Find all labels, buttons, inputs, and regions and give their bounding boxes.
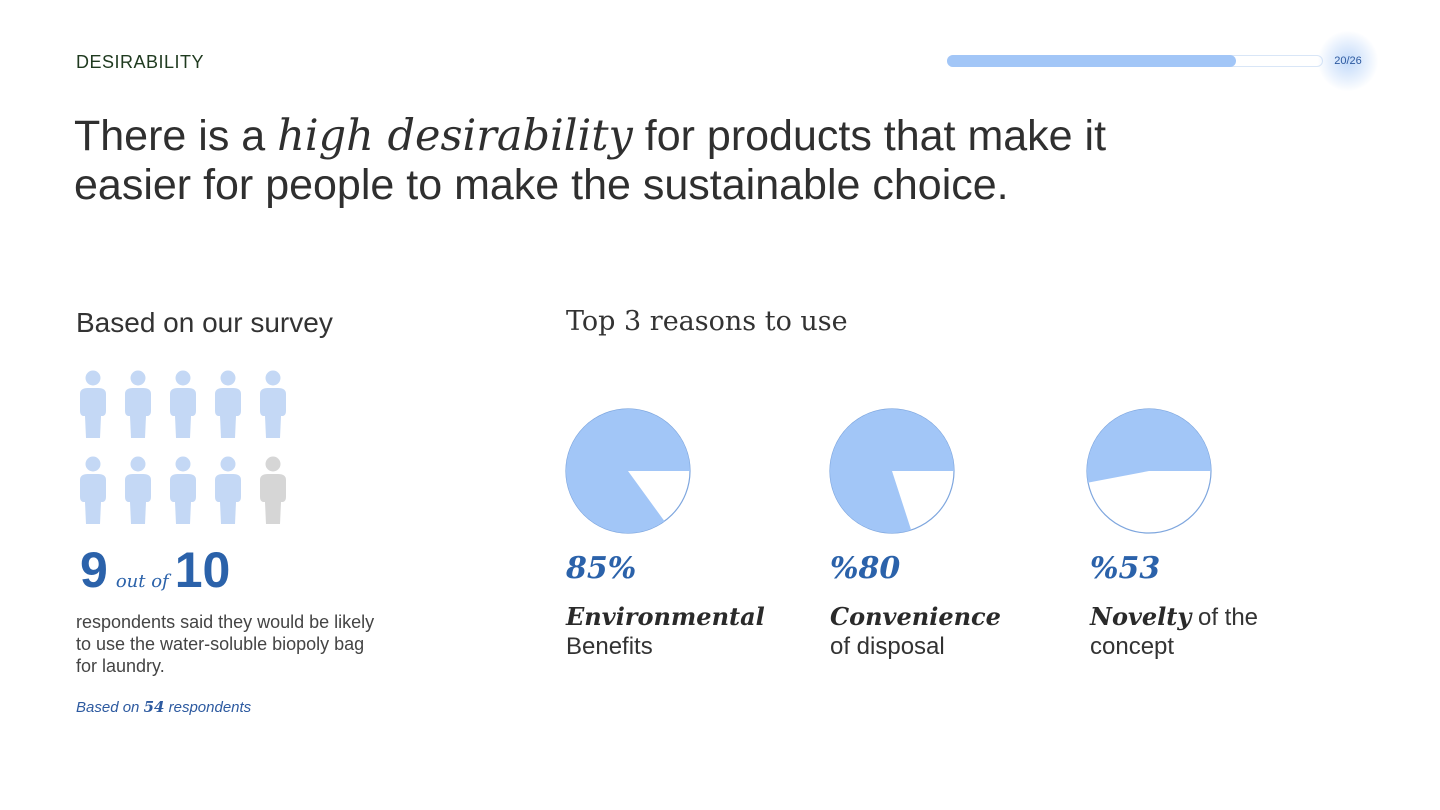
progress-fill [947, 55, 1237, 67]
person-head [85, 456, 101, 472]
reason-percent: %80 [830, 551, 901, 586]
person-head [175, 370, 191, 386]
section-label: DESIRABILITY [76, 52, 205, 72]
person-icon-positive [80, 456, 106, 524]
person-body [215, 388, 241, 438]
reason-percent: %53 [1090, 551, 1161, 586]
person-body [80, 388, 106, 438]
person-body [170, 474, 196, 524]
person-head [220, 370, 236, 386]
person-body [80, 474, 106, 524]
people-icon-grid [76, 370, 296, 526]
reason-environmental: 85% Environmental Benefits [566, 550, 806, 661]
headline-emphasis: high desirability [277, 111, 633, 161]
stat-number: 9 [80, 542, 108, 598]
basis-count: 54 [143, 698, 165, 716]
pie-environmental [565, 408, 691, 534]
progress-bar [947, 55, 1323, 67]
person-body [215, 474, 241, 524]
survey-description: respondents said they would be likely to… [76, 612, 375, 676]
person-body [125, 388, 151, 438]
stat-total: 10 [174, 542, 231, 598]
page-counter: 20/26 [1334, 55, 1362, 67]
person-icon-positive [260, 370, 286, 438]
person-head [175, 456, 191, 472]
person-icon-positive [170, 370, 196, 438]
reason-label: Novelty of the concept [1090, 602, 1330, 661]
reasons-pie-charts [565, 408, 1212, 534]
person-icon-positive [125, 456, 151, 524]
reason-label-bold: Novelty [1090, 602, 1192, 631]
person-head [265, 370, 281, 386]
person-icon-positive [80, 370, 106, 438]
survey-stat: 9 out of 10 [80, 541, 230, 599]
person-icon-positive [215, 370, 241, 438]
person-head [130, 370, 146, 386]
person-icon-positive [125, 370, 151, 438]
person-head [220, 456, 236, 472]
person-head [130, 456, 146, 472]
reason-novelty: %53 Novelty of the concept [1090, 550, 1330, 661]
person-head [85, 370, 101, 386]
headline-part-1: There is a [74, 112, 278, 160]
reason-convenience: %80 Convenience of disposal [830, 550, 1070, 661]
respondent-basis: Based on 54 respondents [76, 698, 251, 716]
person-head [265, 456, 281, 472]
reason-label-rest: Benefits [566, 633, 653, 660]
reason-percent: 85% [566, 551, 637, 586]
page-indicator-glow [1318, 31, 1378, 91]
person-body [260, 474, 286, 524]
reason-label-rest: of the concept [1090, 604, 1259, 660]
reason-label-bold: Convenience [830, 602, 1001, 631]
reason-label: Convenience of disposal [830, 602, 1070, 661]
person-icon-negative [260, 456, 286, 524]
person-icon-positive [170, 456, 196, 524]
headline-part-2: for products that make it easier for peo… [74, 112, 1107, 209]
headline: There is a high desirability for product… [74, 112, 1234, 210]
pie-convenience [829, 408, 955, 534]
survey-title: Based on our survey [76, 307, 333, 338]
stat-connector: out of [115, 571, 169, 592]
reason-label: Environmental Benefits [566, 602, 806, 661]
reason-label-bold: Environmental [566, 602, 765, 631]
person-icon-positive [215, 456, 241, 524]
reasons-title: Top 3 reasons to use [566, 306, 848, 337]
person-body [125, 474, 151, 524]
basis-prefix: Based on [76, 699, 140, 716]
reason-label-rest: of disposal [830, 633, 945, 660]
person-body [260, 388, 286, 438]
pie-slice [1087, 408, 1211, 483]
pie-novelty [1086, 408, 1212, 534]
pie-slice [830, 409, 954, 534]
pie-slice [566, 408, 690, 533]
basis-suffix: respondents [168, 699, 252, 716]
person-body [170, 388, 196, 438]
